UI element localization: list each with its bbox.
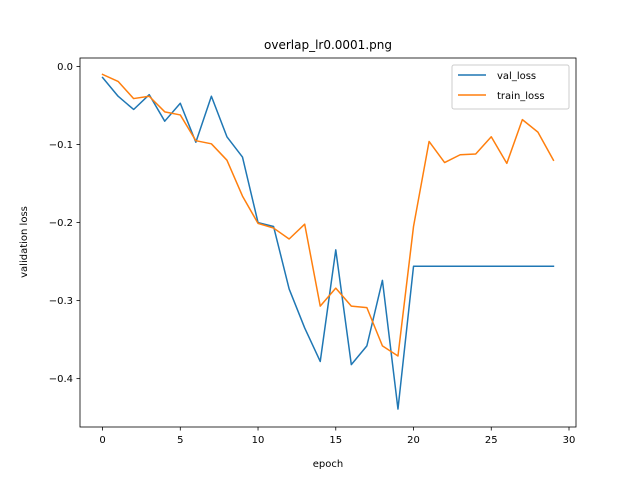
- legend: val_loss train_loss: [451, 64, 570, 110]
- y-tick-label: −0.3: [49, 296, 73, 307]
- y-axis-label: validation loss: [19, 206, 30, 278]
- legend-label-train_loss: train_loss: [497, 91, 545, 102]
- x-tick-label: 10: [252, 435, 265, 446]
- y-tick-label: 0.0: [57, 62, 73, 73]
- chart-title: overlap_lr0.0001.png: [264, 38, 392, 52]
- x-tick-label: 25: [485, 435, 498, 446]
- y-tick-label: −0.2: [49, 218, 73, 229]
- y-axis: 0.0 −0.1 −0.2 −0.3 −0.4: [49, 62, 80, 385]
- x-tick-label: 15: [329, 435, 342, 446]
- series-line-train_loss: [101, 73, 555, 357]
- plot-frame: [79, 57, 577, 428]
- series-line-val_loss: [101, 76, 555, 410]
- plot-lines: [101, 73, 555, 410]
- legend-box: [451, 64, 570, 110]
- x-axis-label: epoch: [313, 459, 343, 470]
- y-tick-label: −0.1: [49, 140, 73, 151]
- y-tick-label: −0.4: [49, 374, 73, 385]
- legend-label-val_loss: val_loss: [497, 71, 536, 82]
- x-tick-label: 20: [407, 435, 420, 446]
- x-tick-label: 30: [563, 435, 576, 446]
- x-tick-label: 5: [177, 435, 183, 446]
- x-tick-label: 0: [99, 435, 105, 446]
- x-axis: 0 5 10 15 20 25 30: [99, 427, 575, 446]
